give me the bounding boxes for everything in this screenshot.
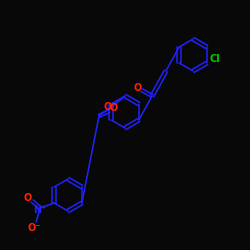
Text: O: O <box>104 102 112 112</box>
Text: N⁺: N⁺ <box>34 205 47 215</box>
Text: Cl: Cl <box>210 54 220 64</box>
Text: O: O <box>110 103 118 113</box>
Text: O⁻: O⁻ <box>28 223 41 233</box>
Text: O: O <box>23 193 31 203</box>
Text: O: O <box>133 83 141 93</box>
